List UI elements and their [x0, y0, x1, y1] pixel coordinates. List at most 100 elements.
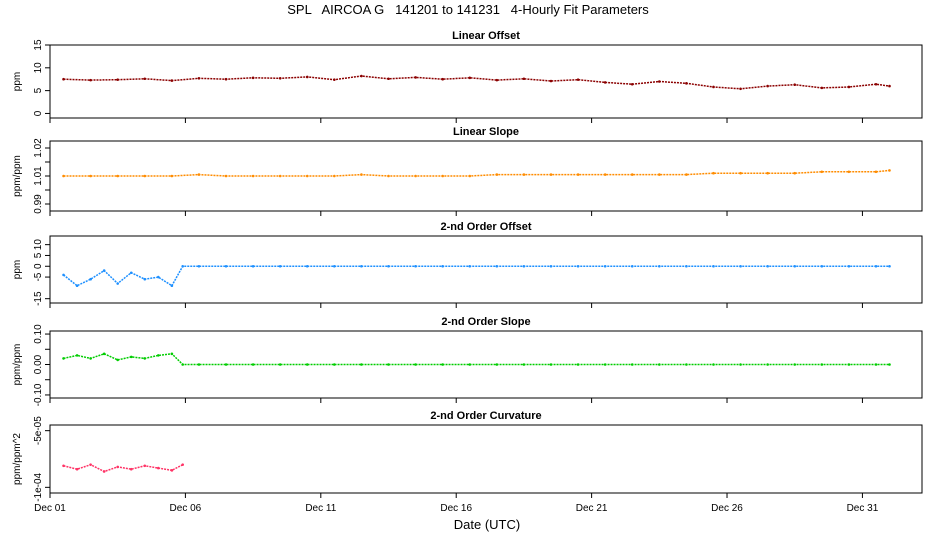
data-point	[847, 363, 851, 366]
data-point	[224, 174, 228, 178]
x-axis-title: Date (UTC)	[453, 517, 521, 532]
x-tick-label: Dec 11	[305, 503, 336, 514]
data-point	[766, 264, 769, 268]
chart-main-title: SPL AIRCOA G 141201 to 141231 4-Hourly F…	[287, 2, 649, 17]
x-tick-label: Dec 06	[170, 503, 202, 514]
y-tick-label: 0.99	[33, 194, 44, 214]
data-point	[820, 264, 824, 268]
panel-title: Linear Slope	[453, 126, 519, 138]
data-point	[888, 169, 891, 172]
data-point	[224, 77, 228, 81]
series-line	[63, 265, 890, 287]
data-point	[441, 363, 444, 366]
data-point	[89, 463, 92, 466]
data-point	[603, 264, 607, 268]
data-point	[157, 466, 160, 470]
data-point	[116, 174, 120, 178]
data-point	[333, 363, 336, 366]
data-point	[62, 464, 65, 468]
y-tick-label: 0.00	[33, 354, 44, 374]
data-point	[129, 355, 133, 359]
data-point	[549, 173, 553, 176]
data-point	[224, 264, 228, 268]
data-point	[630, 173, 634, 176]
data-point	[468, 363, 472, 366]
data-point	[62, 77, 65, 81]
data-point	[305, 264, 309, 268]
data-point	[874, 363, 878, 366]
data-point	[576, 264, 580, 268]
data-point	[75, 284, 79, 288]
data-point	[129, 271, 133, 275]
panel-title: 2-nd Order Slope	[441, 316, 530, 328]
data-point	[766, 363, 769, 366]
series-line	[63, 463, 184, 473]
data-point	[712, 363, 715, 366]
data-point	[387, 77, 390, 81]
data-point	[251, 76, 255, 80]
data-point	[793, 171, 797, 175]
y-tick-label: -5	[33, 272, 44, 281]
data-point	[414, 174, 417, 178]
data-point	[251, 363, 255, 366]
data-point	[143, 357, 147, 360]
panel-title: 2-nd Order Offset	[440, 221, 531, 233]
panel-frame	[49, 235, 923, 304]
data-point	[874, 82, 878, 86]
data-point	[793, 264, 797, 268]
data-point	[549, 79, 553, 83]
y-tick-label: 5	[33, 252, 44, 258]
data-point	[522, 77, 526, 81]
data-point	[305, 75, 309, 79]
data-point	[522, 264, 526, 268]
data-point	[333, 264, 336, 268]
data-point	[576, 78, 580, 81]
data-point	[143, 277, 147, 281]
data-point	[888, 363, 891, 366]
data-point	[414, 264, 417, 268]
y-axis-label: ppm/ppm	[12, 155, 23, 197]
data-point	[441, 174, 444, 178]
panel-title: 2-nd Order Curvature	[430, 410, 541, 422]
data-point	[62, 174, 65, 178]
data-point	[441, 77, 444, 81]
data-point	[170, 284, 174, 288]
data-point	[630, 363, 634, 366]
data-point	[468, 76, 472, 80]
data-point	[360, 173, 363, 176]
data-point	[116, 358, 120, 362]
data-point	[278, 174, 282, 178]
data-point	[874, 264, 878, 268]
y-tick-label: -15	[33, 291, 44, 306]
data-point	[739, 363, 742, 366]
data-point	[820, 86, 824, 90]
data-point	[278, 264, 282, 268]
data-point	[170, 469, 174, 472]
data-point	[888, 84, 891, 88]
data-point	[495, 264, 499, 268]
data-point	[116, 465, 120, 469]
data-point	[739, 264, 742, 268]
data-point	[793, 363, 797, 366]
data-point	[468, 174, 472, 178]
y-tick-label: -1e-04	[33, 472, 44, 501]
data-point	[522, 173, 526, 176]
x-tick-label: Dec 16	[440, 503, 472, 514]
y-tick-label: 0	[33, 263, 44, 269]
panel-frame	[49, 44, 923, 119]
data-point	[157, 354, 160, 357]
y-tick-label: 10	[33, 62, 44, 74]
x-tick-label: Dec 31	[847, 503, 879, 514]
series-line	[63, 352, 890, 366]
y-axis-label: ppm	[12, 260, 23, 279]
data-point	[576, 173, 580, 176]
data-point	[712, 171, 715, 175]
y-tick-label: 0	[33, 110, 44, 116]
data-point	[685, 173, 688, 176]
data-point	[170, 79, 174, 82]
y-tick-label: -5e-05	[33, 416, 44, 445]
y-tick-label: 0.10	[33, 324, 44, 344]
data-point	[360, 363, 363, 366]
data-point	[89, 277, 92, 281]
